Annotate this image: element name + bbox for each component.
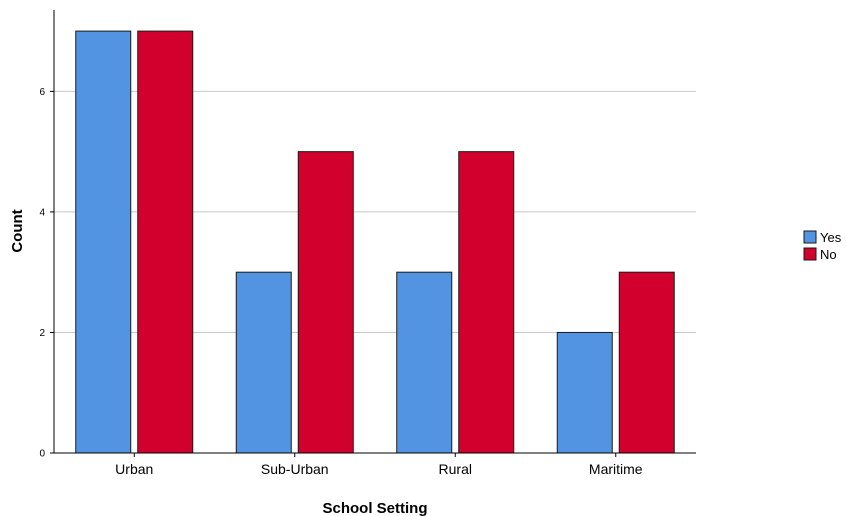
x-ticks: Urban Sub-Urban Rural Maritime bbox=[115, 453, 643, 477]
bar-no-maritime bbox=[618, 271, 675, 454]
bar-yes-rural bbox=[396, 271, 453, 454]
bar-no-sub-urban bbox=[297, 151, 354, 454]
legend-label-no: No bbox=[820, 247, 837, 262]
y-tick-label: 6 bbox=[39, 87, 45, 98]
y-tick-label: 0 bbox=[39, 449, 45, 460]
bar-yes-sub-urban bbox=[235, 271, 292, 454]
legend: Yes No bbox=[803, 230, 842, 262]
legend-label-yes: Yes bbox=[820, 230, 842, 245]
bar-yes-urban bbox=[75, 30, 132, 454]
legend-swatch-no bbox=[803, 247, 817, 261]
bar-yes-maritime bbox=[556, 331, 613, 454]
x-tick-label: Sub-Urban bbox=[261, 461, 329, 477]
x-tick-label: Rural bbox=[439, 461, 472, 477]
y-ticks: 0 2 4 6 bbox=[39, 87, 54, 460]
bars bbox=[75, 30, 675, 454]
bar-no-rural bbox=[458, 151, 515, 454]
x-tick-label: Maritime bbox=[589, 461, 643, 477]
x-tick-label: Urban bbox=[115, 461, 153, 477]
y-axis-title: Count bbox=[9, 209, 26, 252]
axes bbox=[53, 10, 696, 454]
bar-no-urban bbox=[137, 30, 194, 454]
y-tick-label: 4 bbox=[39, 207, 45, 218]
x-axis-title: School Setting bbox=[323, 500, 428, 516]
legend-swatch-yes bbox=[803, 230, 817, 244]
y-tick-label: 2 bbox=[39, 328, 45, 339]
